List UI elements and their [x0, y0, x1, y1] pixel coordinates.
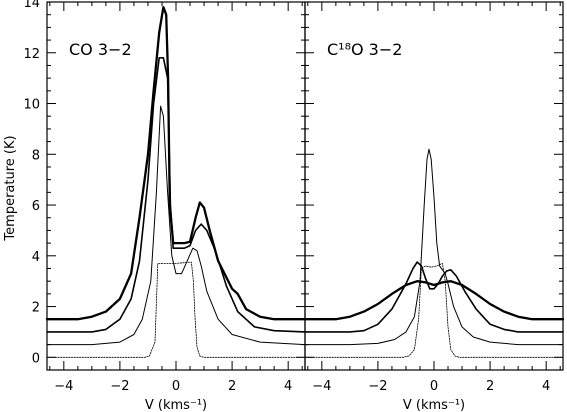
- co-3-2-panel: −4 −2 0 2 4 0 2 4 6 8 10 12 14 CO 3−2: [23, 0, 307, 394]
- panel-label: CO 3−2: [69, 40, 132, 59]
- panel-label: C¹⁸O 3−2: [327, 40, 402, 59]
- x-tick-label: −2: [368, 379, 387, 394]
- x-tick-label: 0: [172, 379, 180, 394]
- y-tick-label: 4: [32, 250, 40, 265]
- y-tick-label: 10: [23, 98, 40, 113]
- x-tick-label: 4: [284, 379, 292, 394]
- y-tick-label: 0: [32, 351, 40, 366]
- y-tick-label: 14: [23, 0, 40, 11]
- x-axis-title-right: V (kms⁻¹): [403, 398, 465, 412]
- y-tick-label: 12: [23, 47, 40, 62]
- c18o-3-2-panel: −4 −2 0 2 4 C¹⁸O 3−2: [303, 1, 565, 394]
- x-tick-label: 4: [542, 379, 550, 394]
- x-tick-label: −4: [54, 379, 73, 394]
- y-axis-title: Temperature (K): [3, 135, 18, 241]
- spectrum-line-thin-dotted: [304, 263, 564, 358]
- x-tick-label: 2: [486, 379, 494, 394]
- x-axis-title-left: V (kms⁻¹): [145, 398, 207, 412]
- spectrum-line-thick: [45, 5, 307, 321]
- x-tick-label: 2: [228, 379, 236, 394]
- spectrum-line-thin: [304, 148, 564, 346]
- x-tick-label: 0: [430, 379, 438, 394]
- x-tick-label: −2: [110, 379, 129, 394]
- spectrum-line-thin-dotted: [46, 261, 306, 358]
- y-tick-label: 8: [32, 148, 40, 163]
- x-tick-label: −4: [312, 379, 331, 394]
- spectrum-line-thick: [303, 280, 565, 321]
- spectrum-line-medium: [46, 57, 306, 333]
- y-tick-label: 6: [32, 199, 40, 214]
- spectrum-line-medium: [304, 261, 564, 333]
- spectrum-line-thin: [46, 105, 306, 346]
- y-tick-label: 2: [32, 301, 40, 316]
